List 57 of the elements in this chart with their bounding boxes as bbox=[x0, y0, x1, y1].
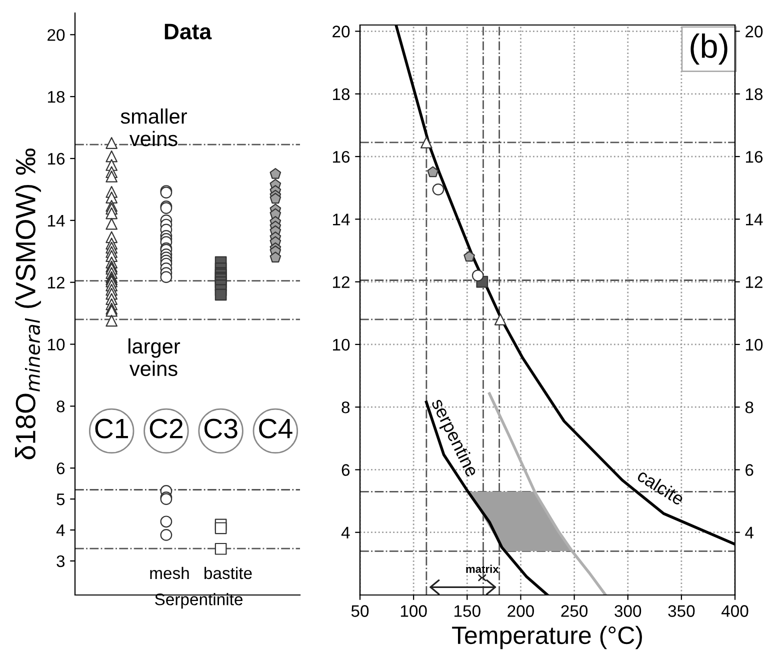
y2-tick-label: 14 bbox=[746, 214, 763, 226]
point bbox=[494, 313, 506, 326]
y-tick-label: 14 bbox=[48, 214, 65, 226]
y-tick-label: 8 bbox=[342, 401, 350, 414]
y2-tick-label: 6 bbox=[746, 464, 754, 476]
y-tick-label: 6 bbox=[56, 462, 65, 474]
annotation: (b) bbox=[690, 34, 728, 65]
y-tick-label: 4 bbox=[341, 526, 350, 538]
y-tick-label: 16 bbox=[48, 152, 65, 165]
annotation: mesh bbox=[150, 566, 189, 580]
chart-title: Data bbox=[164, 24, 212, 40]
x-tick-label: 350 bbox=[668, 605, 695, 617]
x-tick-label: 400 bbox=[721, 605, 748, 617]
y2-tick-label: 8 bbox=[745, 401, 754, 414]
annotation: matrix bbox=[466, 564, 499, 573]
x-tick-label: C4 bbox=[259, 418, 292, 438]
x-tick-label: C3 bbox=[204, 418, 238, 438]
y-tick-label: 12 bbox=[48, 276, 64, 288]
y-tick-label: 10 bbox=[48, 338, 65, 350]
y-tick-label: 18 bbox=[48, 90, 65, 103]
x-tick-label: C2 bbox=[150, 418, 183, 438]
y-tick-label: 20 bbox=[48, 29, 65, 41]
point bbox=[420, 136, 432, 148]
y-tick-label: 5 bbox=[56, 494, 65, 506]
annotation: Serpentinite bbox=[155, 593, 242, 609]
y-tick-label: 20 bbox=[332, 26, 350, 38]
annotation: larger veins bbox=[128, 338, 180, 376]
y2-tick-label: 12 bbox=[746, 276, 762, 288]
x-axis-title: Temperature (°C) bbox=[452, 626, 642, 650]
point bbox=[432, 183, 444, 196]
x-tick-label: 250 bbox=[561, 605, 588, 617]
y-tick-label: 3 bbox=[56, 555, 65, 568]
y2-tick-label: 18 bbox=[746, 88, 763, 100]
annotation: bastite bbox=[204, 566, 252, 580]
y-tick-label: 10 bbox=[333, 338, 350, 351]
x-tick-label: 300 bbox=[614, 605, 642, 617]
y-axis-title: δ18O$_{mineral}$ (VSMOW) ‰ bbox=[15, 148, 41, 460]
x-tick-label: 100 bbox=[400, 605, 427, 617]
x-tick-label: 200 bbox=[508, 605, 534, 617]
x-tick-label: 150 bbox=[454, 605, 480, 617]
y2-tick-label: 10 bbox=[746, 338, 763, 351]
y2-tick-label: 20 bbox=[746, 26, 763, 38]
y-tick-label: 18 bbox=[333, 88, 350, 100]
y-tick-label: 4 bbox=[56, 524, 65, 536]
y2-tick-label: 16 bbox=[746, 150, 763, 163]
point bbox=[464, 250, 475, 262]
y-tick-label: 8 bbox=[56, 400, 65, 412]
annotation: smaller veins bbox=[120, 108, 187, 146]
y-tick-label: 6 bbox=[342, 464, 350, 476]
y-tick-label: 12 bbox=[333, 276, 350, 288]
point bbox=[427, 166, 439, 178]
y-tick-label: 14 bbox=[333, 214, 350, 226]
x-tick-label: C1 bbox=[95, 418, 128, 438]
y-tick-label: 16 bbox=[333, 150, 350, 163]
y2-tick-label: 4 bbox=[745, 526, 754, 538]
x-tick-label: 50 bbox=[351, 605, 369, 617]
point bbox=[472, 270, 484, 282]
